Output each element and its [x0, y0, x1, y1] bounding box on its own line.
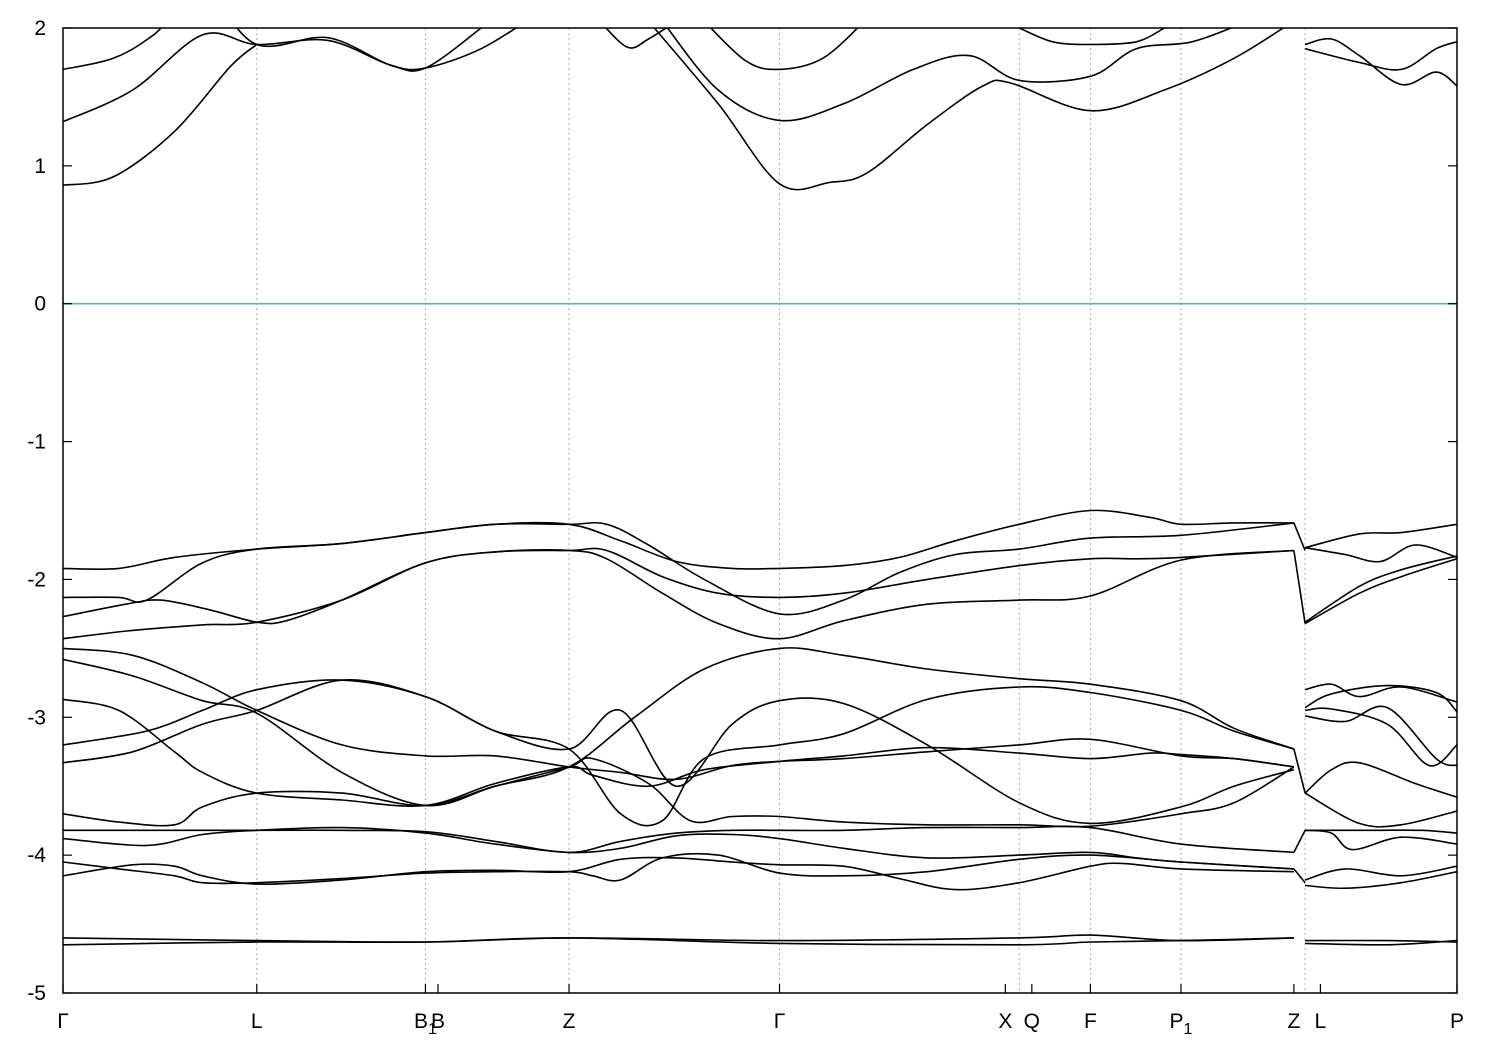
- band-line-14: [1293, 522, 1306, 551]
- band-line-35: [1304, 761, 1457, 798]
- band-line-27: [63, 826, 1294, 870]
- band-series-group: [63, 28, 1457, 946]
- band-line-20: [63, 647, 1295, 781]
- band-line-39: [1305, 829, 1457, 851]
- band-line-36: [1304, 684, 1457, 713]
- band-line-5: [666, 28, 1234, 122]
- band-line-43: [63, 934, 1294, 943]
- band-line-34: [1304, 705, 1457, 767]
- x-tick-label: X: [998, 1010, 1012, 1033]
- y-tick-label: -4: [27, 844, 46, 867]
- x-tick-label: Γ: [57, 1010, 69, 1033]
- band-line-10: [63, 509, 1294, 570]
- band-line-9: [1304, 41, 1457, 71]
- band-line-40: [1304, 865, 1457, 881]
- y-tick-label: -5: [27, 982, 46, 1005]
- band-line-42: [1293, 868, 1306, 884]
- y-tick-label: -3: [27, 706, 46, 729]
- band-line-23: [63, 679, 1295, 825]
- band-line-0: [63, 28, 518, 71]
- y-axis: 2 1 0 -1 -2 -3 -4 -5: [27, 17, 1457, 1005]
- band-line-32: [1304, 683, 1457, 703]
- x-tick-label: Z: [1287, 1010, 1300, 1033]
- band-line-26: [63, 825, 1294, 854]
- band-line-12: [63, 549, 1294, 640]
- x-axis: Γ L B1B Z Γ X Q F P1 Z L P: [57, 984, 1464, 1038]
- x-tick-label: Z: [563, 1010, 576, 1033]
- band-line-41: [1305, 870, 1457, 890]
- band-line-29: [63, 856, 1294, 891]
- x-tick-label: P1: [1170, 1010, 1193, 1038]
- band-line-19: [1293, 550, 1306, 624]
- band-line-13: [63, 547, 1294, 640]
- band-line-21: [63, 647, 1295, 807]
- band-line-24: [63, 678, 1295, 827]
- plot-frame: [62, 27, 1458, 994]
- band-line-15: [1304, 523, 1457, 549]
- band-line-7: [1018, 28, 1165, 46]
- kpoint-grid-lines: [256, 28, 1306, 993]
- band-line-25: [63, 757, 1295, 828]
- band-line-31: [1293, 829, 1306, 853]
- x-tick-label: B: [431, 1010, 445, 1033]
- y-tick-label: 2: [34, 17, 46, 40]
- y-tick-label: 1: [34, 155, 46, 178]
- band-line-28: [63, 853, 1294, 885]
- x-tick-label: L: [251, 1010, 263, 1033]
- x-tick-label: P: [1450, 1010, 1464, 1033]
- band-line-37: [1304, 792, 1457, 828]
- band-line-33: [1305, 707, 1457, 767]
- band-line-46: [1305, 939, 1457, 946]
- x-tick-label: F: [1084, 1010, 1097, 1033]
- band-line-6: [709, 28, 859, 71]
- x-tick-label: B1: [414, 1010, 437, 1038]
- band-line-22: [63, 698, 1295, 808]
- band-line-11: [63, 521, 1294, 616]
- band-line-18: [1304, 555, 1457, 623]
- band-line-30: [1293, 748, 1306, 794]
- band-line-1: [63, 28, 482, 123]
- band-line-44: [63, 937, 1294, 946]
- band-line-3: [605, 28, 668, 49]
- band-line-8: [1304, 37, 1457, 87]
- band-line-17: [1304, 558, 1457, 625]
- x-tick-label: L: [1315, 1010, 1327, 1033]
- x-tick-label: Q: [1024, 1010, 1040, 1033]
- band-line-16: [1304, 544, 1457, 563]
- y-tick-label: -2: [27, 568, 46, 591]
- y-tick-label: -1: [27, 431, 46, 454]
- band-line-2: [63, 43, 258, 186]
- y-tick-label: 0: [34, 293, 46, 316]
- x-tick-label: Γ: [774, 1010, 786, 1033]
- band-line-38: [1305, 829, 1457, 834]
- band-line-4: [653, 28, 1285, 191]
